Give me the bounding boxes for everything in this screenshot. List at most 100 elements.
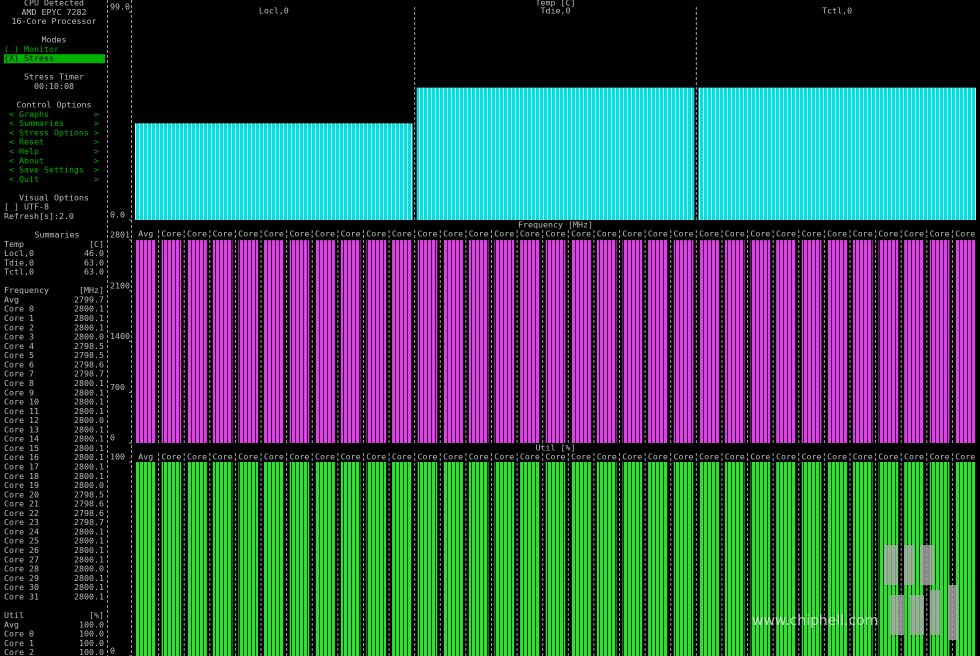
column-header: Core [469, 229, 489, 239]
summary-value: 2800.1 [74, 591, 104, 601]
column-header: Core [341, 229, 361, 239]
bar [673, 240, 694, 443]
summary-value: 100.0 [79, 629, 104, 639]
column-header: Core [725, 452, 745, 462]
bar [776, 462, 796, 656]
summary-value: 2798.5 [74, 341, 104, 351]
column-header: Core [699, 229, 719, 239]
column-header: Core [776, 452, 796, 462]
y-tick-label: 99.0 [110, 2, 130, 12]
summary-value: 2800.1 [74, 406, 104, 416]
summary-group-title: Util [4, 610, 24, 620]
summary-label: Core 13 [4, 424, 39, 434]
column-header: Core [494, 229, 514, 239]
summary-value: 100.0 [79, 638, 104, 648]
visual-option[interactable]: Refresh[s]:2.0 [4, 211, 74, 221]
bar [392, 462, 412, 656]
column-header: Core [161, 229, 181, 239]
menu-button[interactable]: < Stress Options > [9, 127, 99, 137]
bar [289, 240, 310, 443]
logo-part [890, 595, 904, 635]
summary-label: Core 1 [4, 638, 34, 648]
summary-label: Core 0 [4, 629, 34, 639]
summary-label: Core 28 [4, 564, 39, 574]
menu-button[interactable]: < Reset > [9, 137, 99, 147]
column-header: Core [520, 229, 540, 239]
bar [571, 240, 591, 443]
bar [136, 462, 156, 656]
summary-value: 2800.1 [74, 526, 104, 536]
menu-button[interactable]: < Graphs > [9, 109, 99, 119]
column-header: Core [571, 229, 591, 239]
mode-option[interactable]: (X) Stress [4, 53, 54, 63]
bar [622, 240, 643, 443]
column-header: Core [469, 452, 489, 462]
summary-value: 2800.1 [74, 545, 104, 555]
summary-value: 2800.1 [74, 582, 104, 592]
menu-button[interactable]: < Quit > [9, 174, 99, 184]
menu-button[interactable]: < Summaries > [9, 118, 99, 128]
column-header: Core [341, 452, 361, 462]
bar [187, 240, 207, 443]
bar [135, 123, 413, 220]
summary-value: 2798.6 [74, 359, 104, 369]
bar [443, 462, 463, 656]
bar [494, 462, 515, 656]
summary-value: 2798.7 [74, 369, 104, 379]
summary-label: Core 2 [4, 647, 34, 656]
summary-unit: [%] [89, 610, 104, 620]
summary-label: Core 4 [4, 341, 34, 351]
column-header: Core [315, 452, 335, 462]
summary-label: Core 17 [4, 462, 39, 472]
bar [392, 240, 412, 443]
summary-label: Core 18 [4, 471, 39, 481]
bar [801, 240, 822, 443]
menu-button[interactable]: < About > [9, 155, 99, 165]
bar [161, 462, 182, 656]
summary-label: Core 22 [4, 508, 39, 518]
logo-part [920, 545, 934, 585]
bar [673, 462, 694, 656]
column-header: Core [597, 229, 617, 239]
summary-label: Core 3 [4, 332, 34, 342]
summary-value: 2800.1 [74, 536, 104, 546]
summary-value: 63.0 [84, 257, 104, 267]
bar [212, 462, 233, 656]
summary-value: 2800.1 [74, 573, 104, 583]
summary-value: 2798.6 [74, 508, 104, 518]
column-header: Core [315, 229, 335, 239]
cpu-info: AMD EPYC 7282 [22, 7, 87, 17]
summary-value: 2800.1 [74, 471, 104, 481]
column-header: Core [238, 452, 258, 462]
visual-option[interactable]: [ ] UTF-8 [4, 202, 49, 212]
summary-value: 100.0 [79, 619, 104, 629]
summary-label: Core 12 [4, 415, 39, 425]
summary-value: 2800.1 [74, 554, 104, 564]
mode-option[interactable]: ( ) Monitor [4, 44, 59, 54]
bar [366, 240, 387, 443]
summary-value: 2800.1 [74, 434, 104, 444]
bar [238, 240, 259, 443]
watermark: www.chiphell.com [752, 545, 958, 640]
bar [827, 462, 847, 656]
bar [878, 240, 899, 443]
column-header: Core [622, 229, 642, 239]
column-header: Core [366, 229, 386, 239]
column-header: Core [622, 452, 642, 462]
bar [622, 462, 643, 656]
menu-button[interactable]: < Help > [9, 146, 99, 156]
column-header: Core [289, 229, 309, 239]
summary-value: 2800.1 [74, 452, 104, 462]
summary-label: Core 23 [4, 517, 39, 527]
column-header: Core [827, 229, 847, 239]
column-header: Core [853, 229, 873, 239]
column-header: Core [674, 452, 694, 462]
column-header: Core [392, 452, 412, 462]
bar [417, 462, 438, 656]
column-header: Core [187, 229, 207, 239]
summary-label: Core 5 [4, 350, 34, 360]
menu-button[interactable]: < Save Settings > [9, 165, 99, 175]
summary-value: 2798.5 [74, 350, 104, 360]
summary-label: Tdie,0 [4, 257, 34, 267]
